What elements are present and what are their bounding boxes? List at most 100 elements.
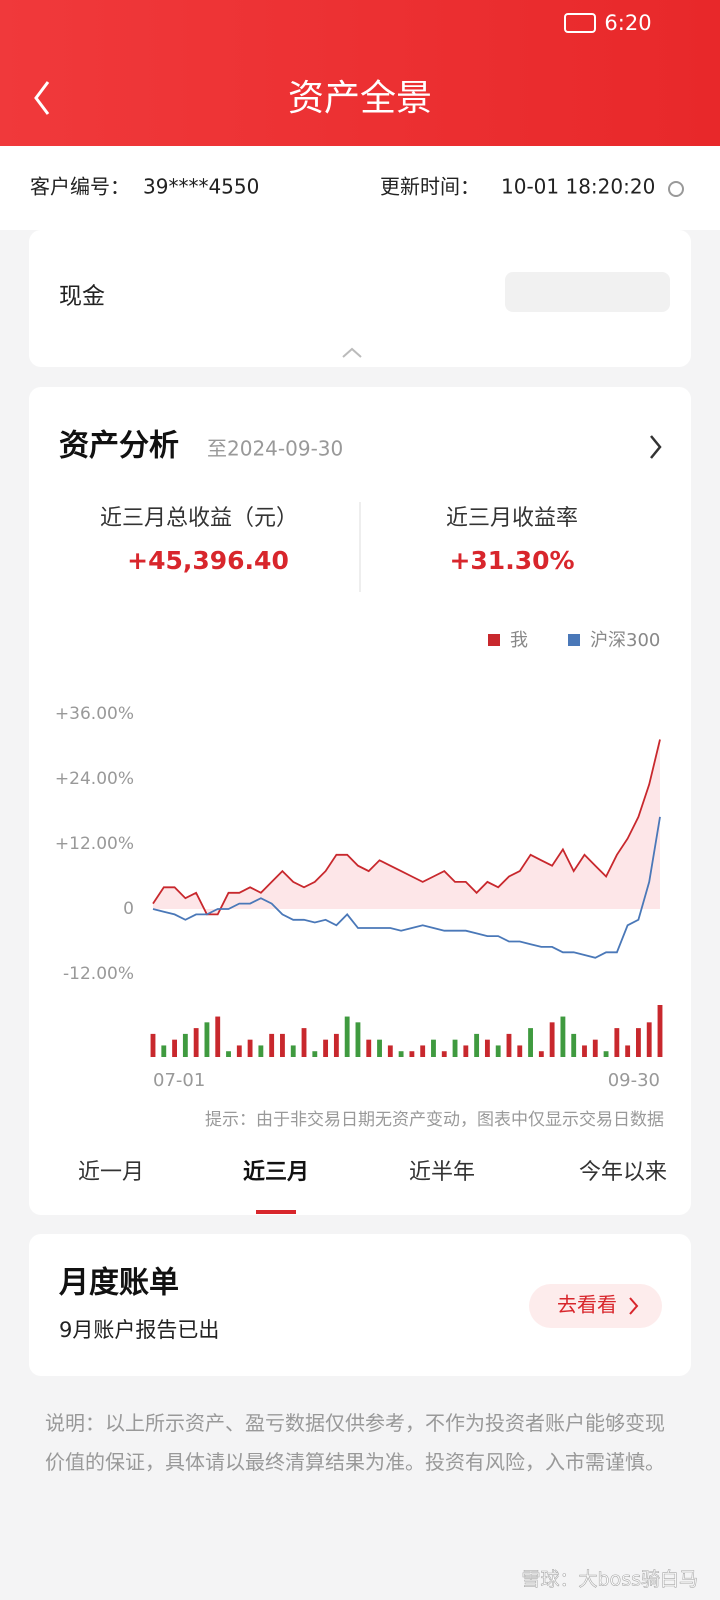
collapse-icon[interactable] (342, 347, 362, 358)
legend-label: 我 (510, 630, 528, 651)
volume-bar (398, 1051, 404, 1057)
analysis-title: 资产分析 (59, 429, 179, 464)
battery (564, 13, 596, 33)
as-of: 至2024-09-30 (207, 437, 343, 461)
tab[interactable]: 近半年 (409, 1160, 475, 1185)
volume-bar (484, 1039, 490, 1057)
volume-bar (625, 1045, 631, 1057)
volume-bar (182, 1033, 188, 1057)
volume-bar (431, 1039, 436, 1057)
view-arrow (629, 1297, 639, 1315)
legend-swatch (568, 634, 580, 646)
volume-bar (355, 1022, 361, 1057)
monthly-title: 月度账单 (59, 1266, 179, 1301)
area (153, 739, 660, 915)
volume-bar (571, 1033, 577, 1057)
tab-indicator (256, 1210, 296, 1214)
volume-bar (635, 1028, 641, 1057)
volume-bar (204, 1022, 210, 1057)
volume-bar (560, 1016, 566, 1057)
volume-bar (603, 1051, 609, 1057)
volume-bar (258, 1045, 264, 1057)
volume-bar (269, 1033, 275, 1057)
blurred-value (505, 272, 670, 312)
tab[interactable]: 近一月 (78, 1160, 144, 1185)
volume-bar (528, 1028, 533, 1057)
tab[interactable]: 近三月 (243, 1159, 309, 1185)
y-tick-label: -12.00% (63, 964, 134, 984)
volume-bar (344, 1016, 350, 1057)
monthly-subtitle: 9月账户报告已出 (59, 1318, 219, 1342)
back-button[interactable] (34, 81, 50, 115)
chart-note: 提示：由于非交易日期无资产变动，图表中仅显示交易日数据 (205, 1110, 664, 1130)
disclaimer: 说明：以上所示资产、盈亏数据仅供参考，不作为投资者账户能够变现价值的保证，具体请… (45, 1411, 665, 1474)
refresh-icon[interactable] (668, 181, 684, 197)
volume-bar (441, 1051, 447, 1057)
y-tick-label: +36.00% (55, 704, 134, 724)
metric-label: 近三月总收益（元） (100, 506, 298, 531)
volume-bar (582, 1045, 587, 1057)
volume-bar (517, 1045, 523, 1057)
volume-bar (420, 1045, 426, 1057)
header-title: 资产全景 (288, 78, 432, 119)
legend-label: 沪深300 (590, 630, 660, 651)
customer-label: 客户编号： (30, 175, 130, 199)
volume-bar (226, 1051, 231, 1057)
volume-bar (236, 1045, 242, 1057)
volume-bar (193, 1028, 199, 1057)
header-bg (0, 0, 720, 146)
cash-card (29, 230, 691, 367)
volume-bar (495, 1045, 501, 1057)
view-button[interactable] (529, 1284, 662, 1328)
volume-bar (312, 1051, 318, 1057)
tab[interactable]: 今年以来 (579, 1160, 667, 1185)
legend-swatch (488, 634, 500, 646)
volume-bar (215, 1016, 221, 1057)
volume-bar (323, 1039, 329, 1057)
volume-bar (366, 1039, 372, 1057)
volume-bar (657, 1005, 663, 1057)
y-tick-label: +24.00% (55, 769, 134, 789)
volume-bar (161, 1045, 167, 1057)
volume-bar (549, 1022, 555, 1057)
y-tick-label: 0 (123, 899, 134, 919)
analysis-card (29, 387, 691, 1215)
info-bar (0, 146, 720, 230)
volume-bar (172, 1039, 178, 1057)
detail-arrow[interactable] (650, 435, 662, 459)
volume-bar (409, 1051, 415, 1057)
update-label: 更新时间： (380, 175, 480, 199)
metric-value: +31.30% (449, 546, 574, 575)
y-tick-label: +12.00% (55, 834, 134, 854)
cash-label: 现金 (59, 284, 105, 310)
volume-bar (474, 1033, 480, 1057)
volume-bar (646, 1022, 652, 1057)
volume-bar (290, 1045, 296, 1057)
volume-bar (538, 1051, 544, 1057)
volume-bar (614, 1028, 620, 1057)
status-time: 6:20 (604, 11, 651, 35)
volume-bar (463, 1045, 469, 1057)
metric-value: +45,396.40 (127, 546, 289, 575)
update-time: 10-01 18:20:20 (501, 175, 655, 199)
volume-bar (280, 1033, 285, 1057)
volume-bar (592, 1039, 598, 1057)
volume-bar (150, 1033, 156, 1057)
volume-bar (452, 1039, 458, 1057)
volume-bar (377, 1039, 382, 1057)
series-line (152, 816, 661, 959)
volume-bar (247, 1039, 253, 1057)
metric-label: 近三月收益率 (446, 506, 578, 531)
series-line (152, 739, 661, 916)
volume-bar (506, 1033, 512, 1057)
x-tick-label: 09-30 (608, 1070, 660, 1091)
monthly-card (29, 1234, 691, 1376)
volume-bar (301, 1028, 307, 1057)
volume-bar (333, 1033, 339, 1057)
volume-bar (387, 1045, 393, 1057)
x-tick-label: 07-01 (153, 1070, 205, 1091)
view-button-label[interactable]: 去看看 (557, 1293, 617, 1317)
watermark: 雪球：大boss骑白马 (522, 1569, 698, 1591)
